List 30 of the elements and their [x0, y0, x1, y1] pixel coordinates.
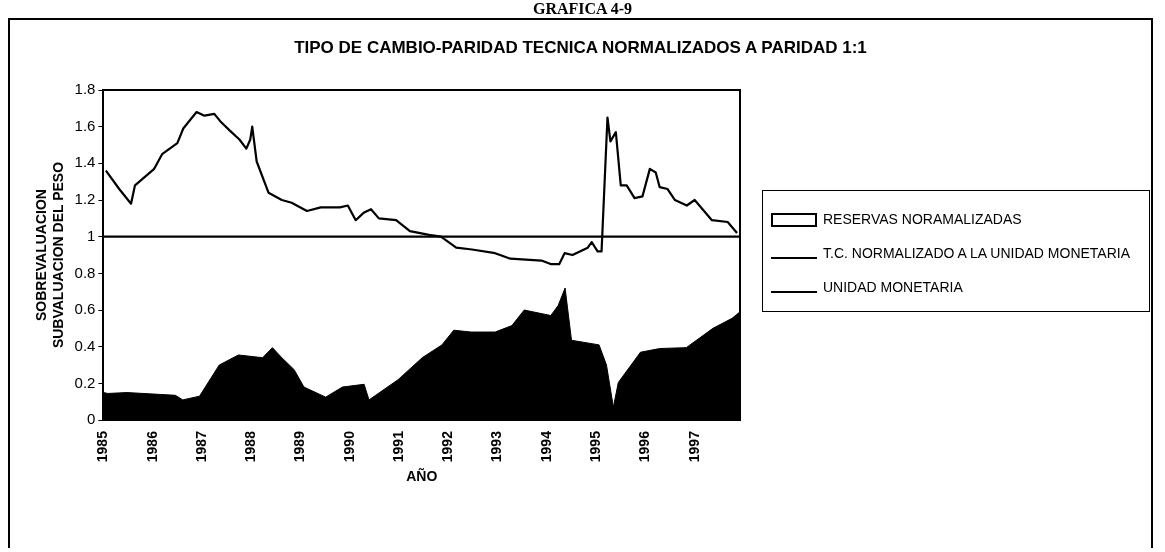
x-tick-label: 1986	[143, 430, 160, 463]
legend-label: T.C. NORMALIZADO A LA UNIDAD MONETARIA	[823, 245, 1131, 261]
x-tick-label: 1988	[242, 430, 259, 463]
legend-label: RESERVAS NORAMALIZADAS	[823, 211, 1022, 227]
y-tick-label: 1	[87, 226, 96, 244]
x-tick-label: 1985	[94, 430, 111, 463]
legend-label: UNIDAD MONETARIA	[823, 279, 963, 295]
y-tick-label: 1.6	[74, 116, 96, 134]
y-tick-label: 0.4	[74, 336, 96, 354]
x-axis-title: AÑO	[406, 467, 438, 485]
x-tick-label: 1991	[389, 430, 406, 463]
x-tick-label: 1997	[685, 430, 702, 463]
y-tick-label: 0.2	[74, 373, 96, 391]
x-tick-label: 1995	[587, 430, 603, 463]
y-tick-label: 0	[87, 410, 96, 428]
y-tick-label: 1.4	[74, 153, 96, 171]
y-tick-label: 1.8	[74, 80, 96, 98]
x-tick-label: 1989	[291, 430, 308, 463]
y-tick-label: 0.8	[74, 263, 96, 281]
y-tick-label: 0.6	[74, 300, 96, 318]
text: GRAFICA 4-9	[531, 0, 634, 18]
y-axis-title: SOBREVALUACION SUBVALUACION DEL PESO	[33, 161, 67, 349]
x-tick-label: 1993	[488, 430, 505, 463]
x-tick-label: 1990	[340, 430, 357, 463]
x-tick-label: 1987	[192, 430, 209, 463]
x-tick-label: 1994	[537, 430, 554, 463]
chart-title: TIPO DE CAMBIO-PARIDAD TECNICA NORMALIZADOS A PARIDAD 1:1	[293, 38, 868, 58]
y-tick-label: 1.2	[74, 190, 96, 208]
x-tick-label: 1996	[636, 430, 653, 463]
x-tick-label: 1992	[439, 430, 456, 463]
